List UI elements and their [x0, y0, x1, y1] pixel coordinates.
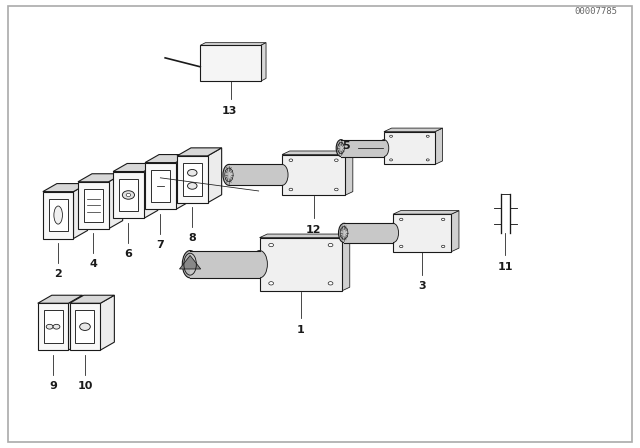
Circle shape [289, 188, 292, 191]
Bar [44, 310, 63, 343]
Polygon shape [207, 148, 221, 203]
Circle shape [188, 183, 197, 189]
Circle shape [126, 194, 131, 197]
Polygon shape [100, 295, 115, 350]
Polygon shape [435, 128, 442, 164]
Circle shape [442, 245, 445, 248]
Ellipse shape [252, 250, 268, 278]
Polygon shape [70, 295, 115, 303]
Circle shape [289, 159, 292, 162]
Ellipse shape [379, 140, 388, 156]
Polygon shape [113, 164, 158, 172]
Ellipse shape [223, 164, 235, 185]
Bar [113, 172, 144, 219]
Polygon shape [145, 155, 189, 163]
Bar [38, 303, 68, 350]
Bar [183, 163, 202, 196]
Text: 11: 11 [497, 262, 513, 272]
Circle shape [399, 218, 403, 220]
Circle shape [390, 159, 392, 161]
Circle shape [335, 188, 338, 191]
Polygon shape [74, 184, 88, 238]
Bar [145, 163, 175, 210]
Circle shape [53, 324, 60, 329]
Ellipse shape [336, 140, 346, 156]
Polygon shape [38, 295, 83, 303]
Circle shape [426, 159, 429, 161]
Ellipse shape [54, 206, 63, 224]
Polygon shape [200, 43, 266, 45]
Text: 13: 13 [221, 106, 237, 116]
Circle shape [390, 135, 392, 137]
Text: 10: 10 [77, 380, 93, 391]
Text: 9: 9 [49, 380, 57, 391]
Polygon shape [179, 255, 201, 269]
Bar [84, 189, 103, 222]
Bar [344, 223, 393, 242]
Circle shape [328, 282, 333, 285]
Polygon shape [393, 211, 459, 214]
Polygon shape [451, 211, 459, 252]
Text: 3: 3 [419, 281, 426, 291]
Text: 6: 6 [124, 249, 132, 259]
Text: 8: 8 [188, 233, 196, 243]
Circle shape [46, 324, 53, 329]
Ellipse shape [276, 164, 288, 185]
Bar [177, 156, 207, 203]
Bar [190, 250, 260, 278]
Bar [282, 155, 345, 195]
Circle shape [269, 282, 273, 285]
Bar [151, 170, 170, 202]
Circle shape [399, 245, 403, 248]
Circle shape [442, 218, 445, 220]
Bar [43, 192, 74, 238]
Circle shape [426, 135, 429, 137]
Text: 00007785: 00007785 [574, 7, 617, 16]
Polygon shape [261, 43, 266, 81]
Polygon shape [384, 128, 442, 132]
Polygon shape [175, 155, 189, 210]
Polygon shape [109, 174, 123, 228]
Bar [49, 198, 68, 232]
Polygon shape [68, 295, 83, 350]
Polygon shape [43, 184, 88, 192]
Circle shape [335, 159, 338, 162]
Bar [341, 140, 384, 156]
Bar [393, 214, 451, 252]
Bar [70, 303, 100, 350]
Text: 4: 4 [90, 259, 97, 269]
Polygon shape [144, 164, 158, 219]
Circle shape [79, 323, 90, 331]
Polygon shape [177, 148, 221, 156]
Bar [119, 179, 138, 211]
Text: 5: 5 [342, 141, 350, 151]
Circle shape [188, 169, 197, 176]
Polygon shape [345, 151, 353, 195]
Polygon shape [260, 234, 349, 237]
Bar [384, 132, 435, 164]
Ellipse shape [182, 250, 198, 278]
Text: 7: 7 [156, 240, 164, 250]
Bar [200, 45, 261, 81]
Bar [78, 182, 109, 228]
Text: 1: 1 [297, 325, 305, 335]
Polygon shape [282, 151, 353, 155]
Polygon shape [342, 234, 349, 291]
Bar [260, 237, 342, 291]
Ellipse shape [339, 223, 349, 242]
Bar [76, 310, 95, 343]
Circle shape [122, 191, 134, 199]
Circle shape [269, 243, 273, 247]
Bar [229, 164, 282, 185]
Text: 2: 2 [54, 269, 62, 279]
Ellipse shape [388, 223, 399, 242]
Circle shape [328, 243, 333, 247]
Polygon shape [78, 174, 123, 182]
Text: 12: 12 [306, 225, 321, 235]
